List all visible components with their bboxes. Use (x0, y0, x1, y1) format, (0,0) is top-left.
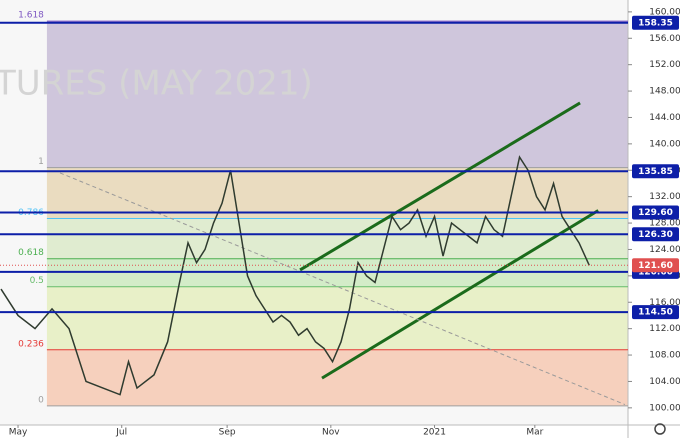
fib-label: 0.236 (18, 339, 44, 349)
settings-icon[interactable] (654, 423, 666, 435)
y-tick-label: 112.00 (649, 324, 680, 334)
fib-label: 0 (38, 395, 44, 405)
trend-line (299, 101, 581, 272)
x-tick-label: Mar (526, 428, 543, 438)
price-tag-label: 126.30 (638, 230, 673, 240)
y-tick-label: 144.00 (649, 113, 680, 123)
fib-label: 0.618 (18, 248, 44, 258)
y-tick-label: 108.00 (649, 351, 680, 361)
y-tick-label: 156.00 (649, 34, 680, 44)
y-tick-label: 132.00 (649, 192, 680, 202)
fib-label: 0.5 (30, 276, 44, 286)
price-tag (632, 205, 679, 220)
price-tag-label: 129.60 (638, 208, 673, 218)
y-tick-label: 100.00 (649, 403, 680, 413)
fib-zone (46, 167, 628, 219)
price-tag (632, 227, 679, 242)
x-tick-label: Nov (322, 428, 340, 438)
x-tick-label: Sep (219, 428, 236, 438)
x-tick-label: Jul (115, 428, 127, 438)
price-tag-label: 120.60 (638, 267, 673, 277)
settings-icon[interactable] (654, 423, 666, 435)
price-tag (632, 305, 679, 320)
price-tag-label: 121.60 (638, 261, 673, 271)
y-tick-label: 152.00 (649, 60, 680, 70)
price-tag (632, 15, 679, 30)
y-tick-label: 128.00 (649, 219, 680, 229)
watermark: TURES (MAY 2021) (0, 64, 313, 104)
price-tag (632, 258, 679, 273)
price-tag-label: 114.50 (638, 308, 673, 318)
y-tick-label: 140.00 (649, 139, 680, 149)
fib-zone (46, 218, 628, 259)
x-tick-label: May (9, 428, 28, 438)
fib-zone (46, 286, 628, 350)
y-tick-label: 104.00 (649, 377, 680, 387)
trend-line (321, 209, 600, 380)
price-tag (632, 164, 679, 179)
fib-label: 1.618 (18, 11, 44, 21)
fib-zone (46, 21, 628, 168)
fib-label: 1 (38, 157, 44, 167)
fib-zone (46, 349, 628, 406)
price-tag-label: 135.85 (638, 167, 673, 177)
y-tick-label: 148.00 (649, 87, 680, 97)
price-tag-label: 158.35 (638, 18, 673, 28)
price-line (0, 155, 590, 396)
x-tick-label: 2021 (423, 428, 446, 438)
y-tick-label: 160.00 (649, 7, 680, 17)
y-tick-label: 116.00 (649, 298, 680, 308)
y-tick-label: 124.00 (649, 245, 680, 255)
